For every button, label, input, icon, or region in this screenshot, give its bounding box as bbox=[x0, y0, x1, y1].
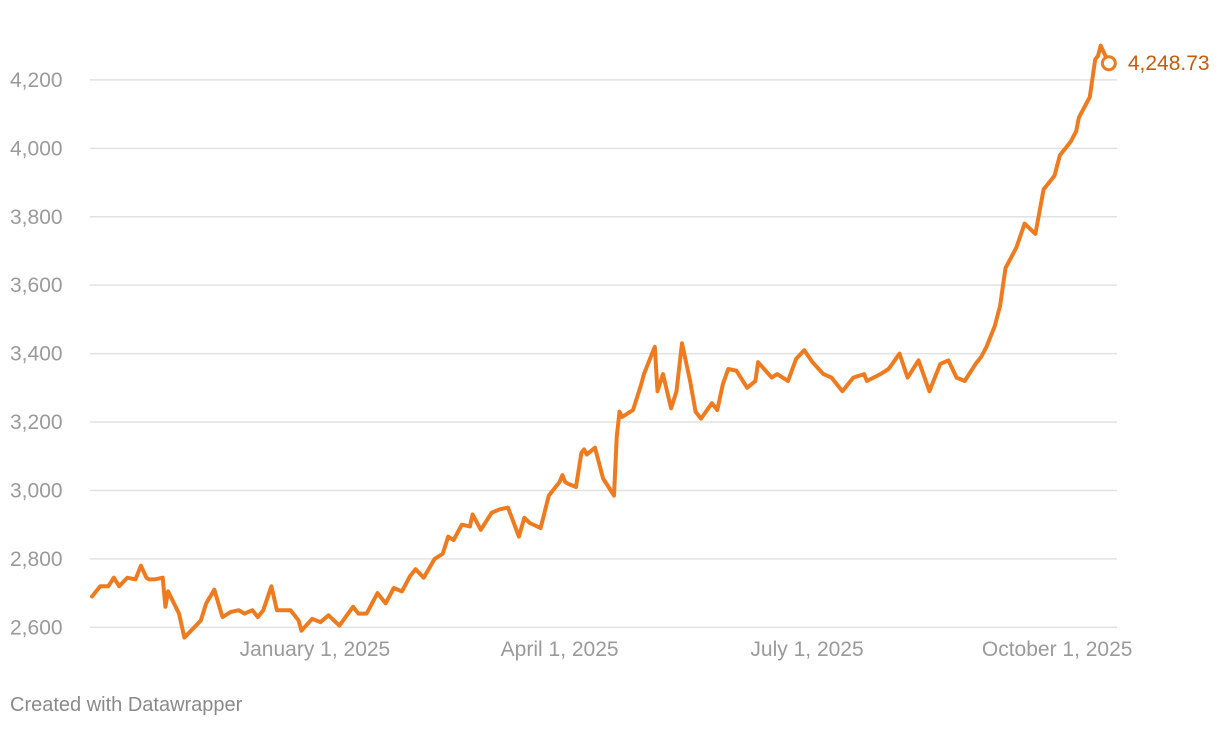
y-tick-label: 3,200 bbox=[10, 411, 63, 434]
y-tick-label: 3,400 bbox=[10, 343, 63, 366]
x-tick-label: July 1, 2025 bbox=[750, 638, 863, 661]
y-tick-label: 3,000 bbox=[10, 479, 63, 502]
y-axis-ticks: 2,600 2,800 3,000 3,200 3,400 3,600 3,800 4,000… bbox=[10, 69, 63, 639]
y-tick-label: 2,800 bbox=[10, 548, 63, 571]
gridlines bbox=[90, 79, 1117, 629]
y-tick-label: 4,000 bbox=[10, 137, 63, 160]
end-point-marker bbox=[1100, 55, 1117, 72]
series-line bbox=[90, 43, 1111, 640]
y-tick-label: 3,600 bbox=[10, 274, 63, 297]
footer-credit: Created with Datawrapper bbox=[10, 694, 243, 716]
y-tick-label: 2,600 bbox=[10, 616, 63, 639]
x-tick-label: January 1, 2025 bbox=[240, 638, 391, 661]
y-tick-label: 4,200 bbox=[10, 69, 63, 92]
x-axis-ticks: January 1, 2025 April 1, 2025 July 1, 2025… bbox=[240, 638, 1133, 661]
y-tick-label: 3,800 bbox=[10, 206, 63, 229]
x-tick-label: April 1, 2025 bbox=[501, 638, 619, 661]
x-tick-label: October 1, 2025 bbox=[982, 638, 1133, 661]
end-value-label: 4,248.73 bbox=[1128, 52, 1210, 75]
